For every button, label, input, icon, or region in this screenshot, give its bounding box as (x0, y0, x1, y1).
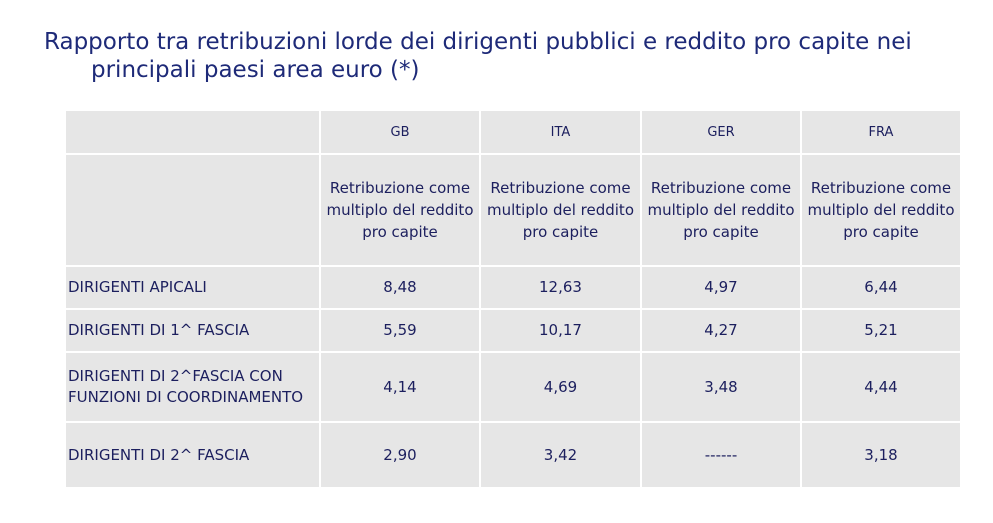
subheader-gb: Retribuzione come multiplo del reddito p… (321, 155, 479, 265)
cell-fra: 3,18 (802, 423, 960, 487)
title-line-1: Rapporto tra retribuzioni lorde dei diri… (44, 29, 912, 55)
subheader-fra: Retribuzione come multiplo del reddito p… (802, 155, 960, 265)
cell-ger: 4,97 (642, 267, 800, 308)
subheader-corner-cell (66, 155, 319, 265)
subheader-row: Retribuzione come multiplo del reddito p… (66, 155, 960, 265)
table-row: DIRIGENTI DI 2^FASCIA CON FUNZIONI DI CO… (66, 353, 960, 421)
cell-fra: 4,44 (802, 353, 960, 421)
row-label: DIRIGENTI DI 2^FASCIA CON FUNZIONI DI CO… (66, 353, 319, 421)
header-corner-cell (66, 111, 319, 153)
cell-fra: 6,44 (802, 267, 960, 308)
table-row: DIRIGENTI DI 2^ FASCIA 2,90 3,42 ------ … (66, 423, 960, 487)
column-header-ita: ITA (481, 111, 640, 153)
row-label: DIRIGENTI APICALI (66, 267, 319, 308)
subheader-ger: Retribuzione come multiplo del reddito p… (642, 155, 800, 265)
cell-ita: 12,63 (481, 267, 640, 308)
subheader-ita: Retribuzione come multiplo del reddito p… (481, 155, 640, 265)
cell-fra: 5,21 (802, 310, 960, 351)
cell-gb: 8,48 (321, 267, 479, 308)
column-header-fra: FRA (802, 111, 960, 153)
column-header-gb: GB (321, 111, 479, 153)
title-line-2: principali paesi area euro (*) (91, 57, 420, 83)
header-row: GB ITA GER FRA (66, 111, 960, 153)
column-header-ger: GER (642, 111, 800, 153)
table-row: DIRIGENTI DI 1^ FASCIA 5,59 10,17 4,27 5… (66, 310, 960, 351)
table-row: DIRIGENTI APICALI 8,48 12,63 4,97 6,44 (66, 267, 960, 308)
cell-ger: 3,48 (642, 353, 800, 421)
data-table: GB ITA GER FRA Retribuzione come multipl… (64, 109, 962, 489)
row-label: DIRIGENTI DI 1^ FASCIA (66, 310, 319, 351)
cell-ita: 3,42 (481, 423, 640, 487)
row-label: DIRIGENTI DI 2^ FASCIA (66, 423, 319, 487)
cell-ger: 4,27 (642, 310, 800, 351)
page-title: Rapporto tra retribuzioni lorde dei diri… (44, 28, 974, 84)
cell-gb: 2,90 (321, 423, 479, 487)
cell-gb: 5,59 (321, 310, 479, 351)
cell-ita: 10,17 (481, 310, 640, 351)
cell-gb: 4,14 (321, 353, 479, 421)
cell-ger: ------ (642, 423, 800, 487)
cell-ita: 4,69 (481, 353, 640, 421)
